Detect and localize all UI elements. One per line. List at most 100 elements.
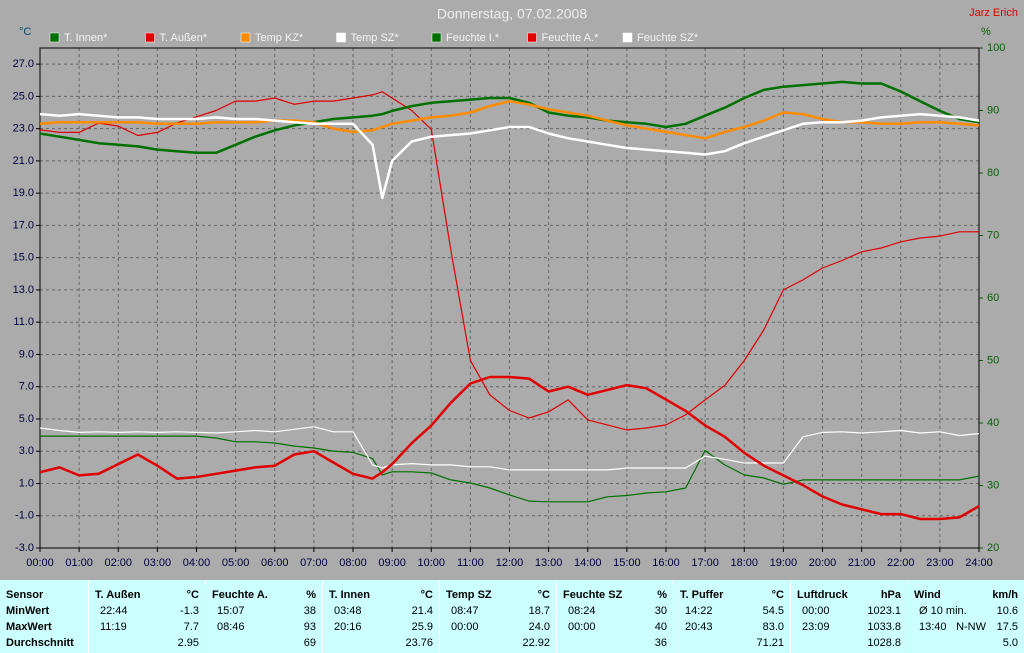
x-tick-label: 19:00 [770,557,798,569]
cell-value: 21.4 [411,605,433,617]
cell-value: 83.0 [762,621,784,633]
series-line [40,435,980,503]
cell-text: 15:07 [217,605,245,617]
cell-value: 36 [654,637,667,649]
y-tick-label: 21.0 [13,155,34,167]
y2-tick-label: 20 [987,542,999,554]
cell-text: 08:47 [451,605,479,617]
x-tick-label: 01:00 [65,557,93,569]
x-tick-label: 14:00 [574,557,602,569]
x-tick-label: 09:00 [378,557,406,569]
column-unit: km/h [992,589,1018,601]
y2-tick-label: 80 [987,167,999,179]
x-tick-label: 23:00 [926,557,954,569]
y-tick-label: 15.0 [13,252,34,264]
series-line [39,426,980,471]
series-line [39,375,980,521]
y-tick-label: 11.0 [13,316,34,328]
column-separator [907,580,908,653]
y-tick-label: 9.0 [19,348,34,360]
series-line [39,99,980,140]
legend-label: Feuchte SZ* [637,32,699,44]
cell-text: 22:44 [100,605,128,617]
y2-tick-label: 40 [987,417,999,429]
legend-marker [240,32,251,43]
y2-tick-label: 70 [987,229,999,241]
column-unit: °C [537,589,550,601]
cell-value: 1023.1 [867,605,901,617]
x-tick-label: 06:00 [261,557,289,569]
cell-text: 11:19 [100,621,127,633]
series-line [39,91,979,431]
cell-value: 10.6 [996,605,1018,617]
column-separator [673,580,674,653]
cell-text: 08:24 [568,605,596,617]
y-tick-label: 5.0 [19,413,34,425]
legend-marker [431,32,442,43]
column-separator [88,580,89,653]
column-name: Luftdruck [797,589,848,601]
legend-label: Temp KZ* [255,32,304,44]
column-unit: °C [771,589,784,601]
y-axis-label: °C [19,26,31,38]
cell-value: 40 [654,621,667,633]
cell-value: 17.5 [996,621,1018,633]
x-tick-label: 00:00 [26,557,54,569]
cell-value: 22.92 [522,637,550,649]
legend-marker [527,32,537,43]
row-label: MinWert [6,605,50,617]
cell-value: 24.0 [528,621,550,633]
series-line [39,80,980,155]
y2-axis-label: % [981,26,991,38]
x-tick-label: 05:00 [222,557,250,569]
y2-tick-label: 90 [987,104,999,116]
x-tick-label: 07:00 [300,557,328,569]
legend-label: T. Innen* [64,32,108,44]
x-tick-label: 20:00 [809,557,837,569]
cell-text: 00:00 [802,605,830,617]
column-name: Feuchte A. [212,589,268,601]
cell-text: Ø 10 min. [919,605,967,617]
row-label: Durchschnitt [6,637,74,649]
y-tick-label: -1.0 [15,510,34,522]
x-tick-label: 22:00 [887,557,915,569]
chart-title: Donnerstag, 07.02.2008 [437,6,587,22]
cell-value: 1028.8 [867,637,901,649]
column-separator [790,580,791,653]
cell-text: 00:00 [451,621,479,633]
x-tick-label: 10:00 [417,557,445,569]
column-unit: °C [186,589,199,601]
column-name: T. Innen [329,589,370,601]
chart: Donnerstag, 07.02.2008 Jarz Erich °C % 0… [13,6,1018,569]
y2-tick-label: 30 [987,479,999,491]
cell-text: 03:48 [334,605,362,617]
cell-value: 93 [303,621,316,633]
table-header: Sensor [6,589,44,601]
column-unit: % [657,589,667,601]
y-tick-label: 27.0 [13,58,34,70]
cell-text: 08:46 [217,621,245,633]
credit: Jarz Erich [969,7,1018,19]
x-tick-label: 13:00 [535,557,563,569]
column-name: T. Puffer [680,589,724,601]
y-tick-label: 7.0 [19,381,34,393]
cell-text: 20:16 [334,621,362,633]
cell-value: 71.21 [756,637,784,649]
x-tick-label: 21:00 [848,557,876,569]
x-tick-label: 17:00 [691,557,719,569]
x-tick-label: 11:00 [457,557,484,569]
series-line [39,112,980,200]
cell-value: 2.95 [177,637,199,649]
legend-label: Feuchte A.* [542,32,600,44]
cell-value: 18.7 [528,605,550,617]
y2-tick-label: 60 [987,292,999,304]
x-tick-label: 08:00 [339,557,367,569]
cell-text: 00:00 [568,621,596,633]
y-tick-label: 1.0 [19,477,34,489]
column-separator [556,580,557,653]
cell-value: 69 [303,637,316,649]
row-label: MaxWert [6,621,52,633]
column-name: Wind [914,589,941,601]
x-tick-label: 03:00 [144,557,172,569]
